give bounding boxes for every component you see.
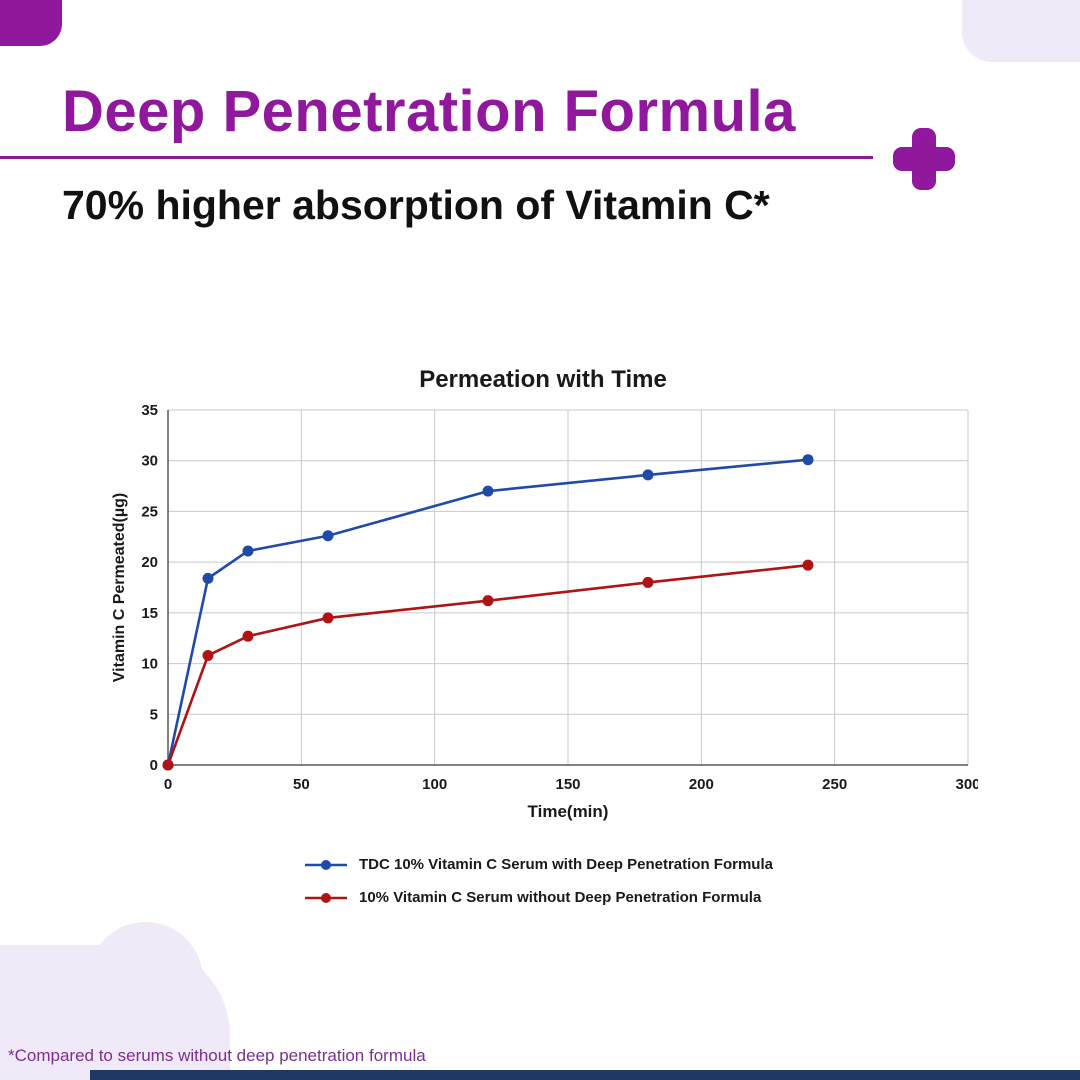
x-tick-label: 50 — [293, 776, 310, 793]
corner-decoration-top-right — [962, 0, 1080, 62]
legend-marker-blue — [305, 859, 347, 870]
x-tick-label: 150 — [555, 776, 580, 793]
legend-item-red-series: 10% Vitamin C Serum without Deep Penetra… — [303, 889, 783, 906]
x-tick-label: 0 — [164, 776, 172, 793]
series-marker-1 — [162, 759, 174, 771]
page-title: Deep Penetration Formula — [62, 79, 796, 144]
footnote: *Compared to serums without deep penetra… — [8, 1046, 426, 1065]
x-tick-label: 300 — [955, 776, 978, 793]
x-axis-title: Time(min) — [528, 802, 609, 821]
y-tick-label: 0 — [150, 757, 158, 774]
series-marker-1 — [802, 559, 814, 571]
series-marker-1 — [202, 649, 214, 661]
medical-plus-icon — [893, 128, 955, 190]
corner-decoration-bottom-left — [0, 945, 230, 1080]
series-line-0 — [166, 458, 809, 766]
plus-icon-horizontal — [893, 147, 955, 171]
permeation-line-chart: 0 5 10 15 20 25 30 35 0 50 100 150 200 250 300 Time(min… — [111, 402, 978, 821]
y-tick-label: 15 — [141, 605, 158, 622]
y-tick-label: 20 — [141, 554, 158, 571]
x-tick-label: 250 — [822, 776, 847, 793]
title-underline — [0, 156, 873, 159]
legend-marker-red — [305, 892, 347, 903]
chart-title: Permeation with Time — [419, 366, 667, 393]
series-marker-1 — [642, 576, 654, 588]
series-marker-1 — [322, 612, 334, 624]
series-marker-0 — [642, 469, 654, 481]
series-marker-0 — [802, 454, 814, 466]
chart-legend: TDC 10% Vitamin C Serum with Deep Penetr… — [108, 856, 978, 906]
series-marker-0 — [242, 545, 254, 557]
series-marker-1 — [242, 630, 254, 642]
legend-item-blue-series: TDC 10% Vitamin C Serum with Deep Penetr… — [303, 856, 783, 873]
legend-label-red-series: 10% Vitamin C Serum without Deep Penetra… — [359, 889, 762, 906]
page-subtitle: 70% higher absorption of Vitamin C* — [62, 182, 770, 228]
y-axis-title: Vitamin C Permeated(µg) — [111, 493, 128, 682]
series-marker-0 — [322, 530, 334, 542]
series-marker-0 — [482, 485, 494, 497]
series-marker-0 — [202, 572, 214, 584]
corner-decoration-top-left — [0, 0, 62, 46]
y-tick-label: 35 — [141, 402, 158, 419]
legend-label-blue-series: TDC 10% Vitamin C Serum with Deep Penetr… — [359, 856, 773, 873]
y-tick-label: 5 — [150, 706, 158, 723]
y-tick-label: 10 — [141, 656, 158, 673]
x-tick-label: 100 — [422, 776, 447, 793]
bottom-accent-bar — [90, 1070, 1080, 1080]
x-tick-label: 200 — [689, 776, 714, 793]
series-marker-1 — [482, 595, 494, 607]
y-tick-label: 25 — [141, 503, 158, 520]
series-line-1 — [166, 563, 809, 766]
y-tick-label: 30 — [141, 453, 158, 470]
